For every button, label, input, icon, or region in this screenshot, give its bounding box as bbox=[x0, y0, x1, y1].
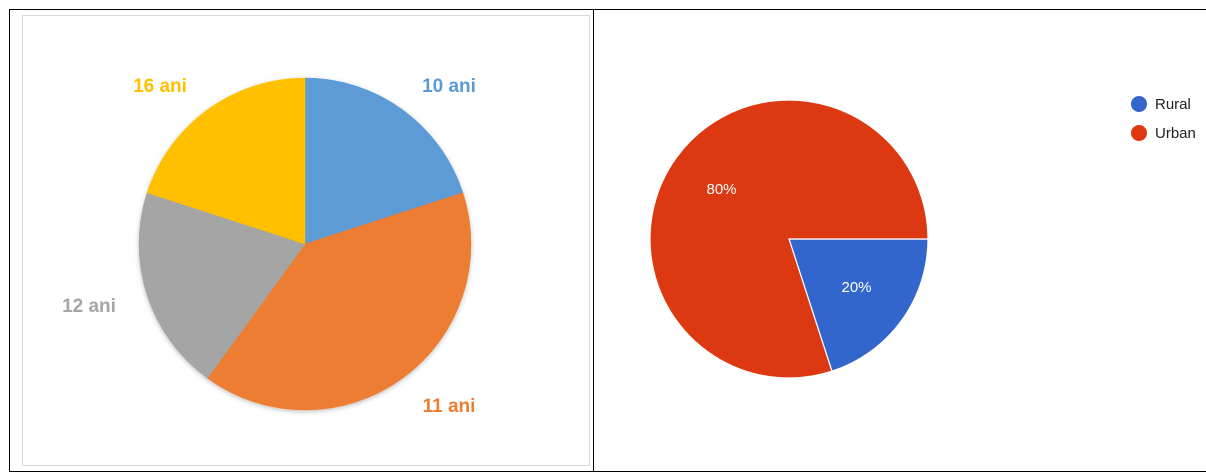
slice-label-12-ani: 12 ani bbox=[62, 296, 116, 317]
age-pie-chart bbox=[138, 77, 472, 411]
residence-legend: Rural Urban bbox=[1131, 96, 1196, 142]
panel-divider bbox=[593, 9, 595, 472]
slice-label-16-ani: 16 ani bbox=[133, 76, 187, 97]
pie-slice-rural bbox=[788, 238, 929, 372]
left-chart-border bbox=[22, 15, 590, 466]
slice-label-10-ani: 10 ani bbox=[422, 76, 476, 97]
age-pie-labels: 10 ani 11 ani 12 ani 16 ani bbox=[62, 76, 476, 417]
residence-pie-labels: 20% 80% bbox=[706, 181, 871, 296]
pie-slice-11-ani bbox=[207, 192, 472, 411]
legend-label-rural: Rural bbox=[1155, 96, 1191, 113]
slice-label-11-ani: 11 ani bbox=[423, 396, 476, 417]
pie-slice-urban bbox=[649, 99, 929, 379]
pie-slice-10-ani bbox=[304, 77, 464, 245]
legend-marker-urban bbox=[1131, 125, 1147, 141]
residence-pie-chart bbox=[649, 99, 929, 379]
data-label-urban: 80% bbox=[706, 181, 736, 198]
pie-slice-16-ani bbox=[146, 77, 306, 245]
pie-slice-12-ani bbox=[138, 192, 306, 379]
legend-label-urban: Urban bbox=[1155, 125, 1196, 142]
data-label-rural: 20% bbox=[841, 279, 871, 296]
legend-marker-rural bbox=[1131, 96, 1147, 112]
